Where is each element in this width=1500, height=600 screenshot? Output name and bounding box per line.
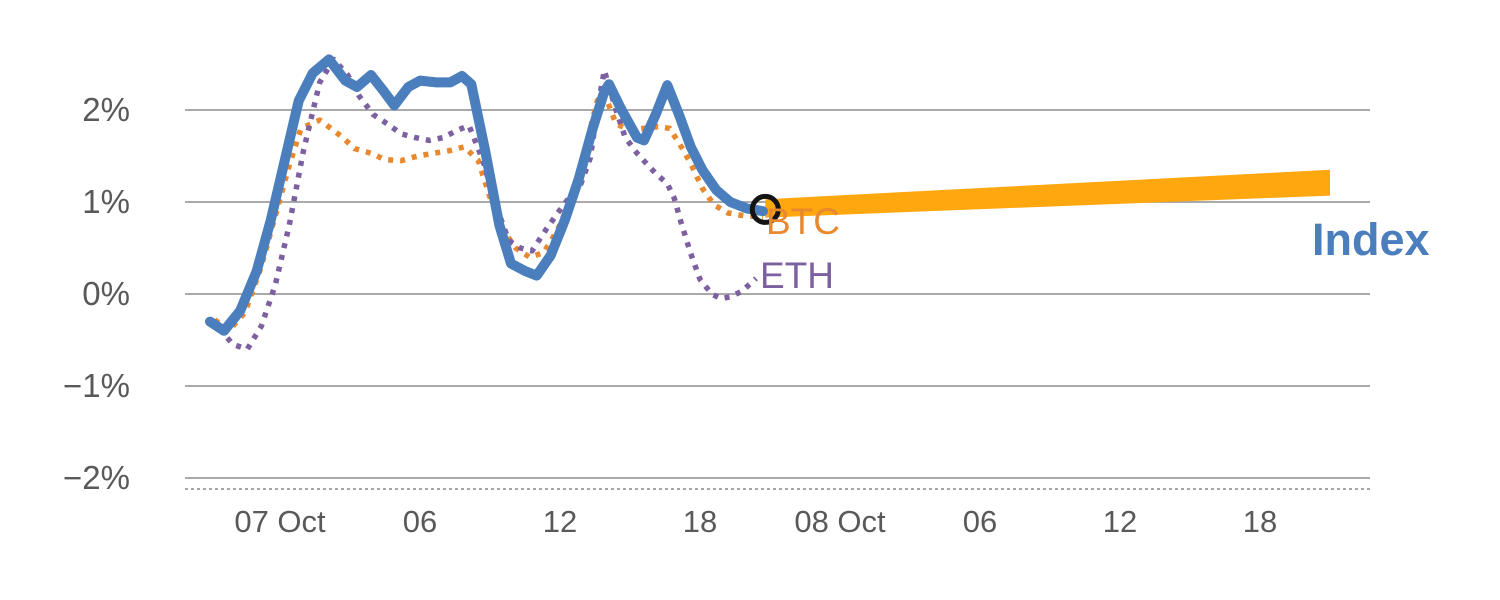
current-point-marker — [749, 193, 781, 225]
x-tick-label: 08 Oct — [794, 504, 886, 539]
x-tick-label: 12 — [543, 504, 577, 539]
series-label-eth: ETH — [760, 255, 834, 296]
x-tick-label: 12 — [1103, 504, 1137, 539]
x-tick-label: 18 — [1243, 504, 1277, 539]
y-tick-label: 0% — [82, 275, 130, 312]
series-label-index: Index — [1312, 214, 1430, 265]
x-tick-label: 07 Oct — [234, 504, 326, 539]
x-tick-label: 06 — [963, 504, 997, 539]
series-label-btc: BTC — [766, 201, 840, 242]
x-tick-label: 06 — [403, 504, 437, 539]
series-line-index — [205, 54, 768, 336]
index-projection-band — [765, 169, 1330, 218]
y-tick-label: 2% — [82, 91, 130, 128]
y-tick-label: 1% — [82, 183, 130, 220]
y-tick-label: −2% — [63, 459, 130, 496]
series-line-eth — [217, 56, 758, 352]
y-tick-label: −1% — [63, 367, 130, 404]
x-tick-label: 18 — [683, 504, 717, 539]
